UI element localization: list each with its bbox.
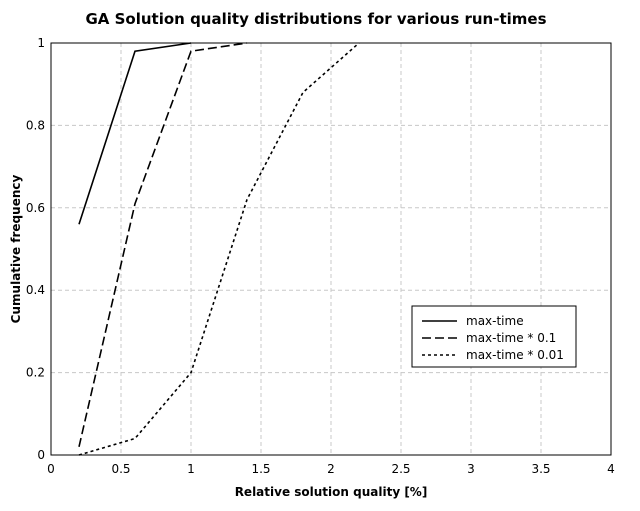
x-tick-label: 3: [467, 462, 475, 476]
grid: [51, 43, 611, 455]
series-layer: [78, 42, 360, 456]
y-tick-label: 0.6: [26, 201, 45, 215]
legend-label: max-time: [466, 314, 524, 328]
legend-label: max-time * 0.01: [466, 348, 564, 362]
x-axis-label: Relative solution quality [%]: [235, 485, 428, 499]
x-tick-label: 2: [327, 462, 335, 476]
series-line-1: [78, 42, 192, 225]
legend-label: max-time * 0.1: [466, 331, 556, 345]
x-tick-label: 0.5: [111, 462, 130, 476]
y-tick-label: 0.8: [26, 118, 45, 132]
legend: max-time max-time * 0.1 max-time * 0.01: [411, 305, 577, 368]
x-tick-label: 1.5: [251, 462, 270, 476]
x-tick-label: 1: [187, 462, 195, 476]
x-tick-label: 3.5: [531, 462, 550, 476]
x-tick-label: 0: [47, 462, 55, 476]
plot-frame: [50, 42, 612, 456]
legend-items: max-time max-time * 0.1 max-time * 0.01: [422, 314, 564, 362]
tick-labels: 0 0.5 1 1.5 2 2.5 3 3.5 4 0 0.2 0.4 0.6 0.8 1: [26, 36, 615, 476]
series-line-3: [78, 42, 360, 456]
series-line-2: [78, 42, 248, 447]
y-tick-label: 1: [37, 36, 45, 50]
y-tick-label: 0.2: [26, 366, 45, 380]
y-axis-label: Cumulative frequency: [9, 175, 23, 324]
legend-box: [411, 305, 577, 368]
y-tick-label: 0.4: [26, 283, 45, 297]
y-tick-label: 0: [37, 448, 45, 462]
chart-title: GA Solution quality distributions for va…: [85, 10, 546, 28]
x-tick-label: 2.5: [391, 462, 410, 476]
x-tick-label: 4: [607, 462, 615, 476]
